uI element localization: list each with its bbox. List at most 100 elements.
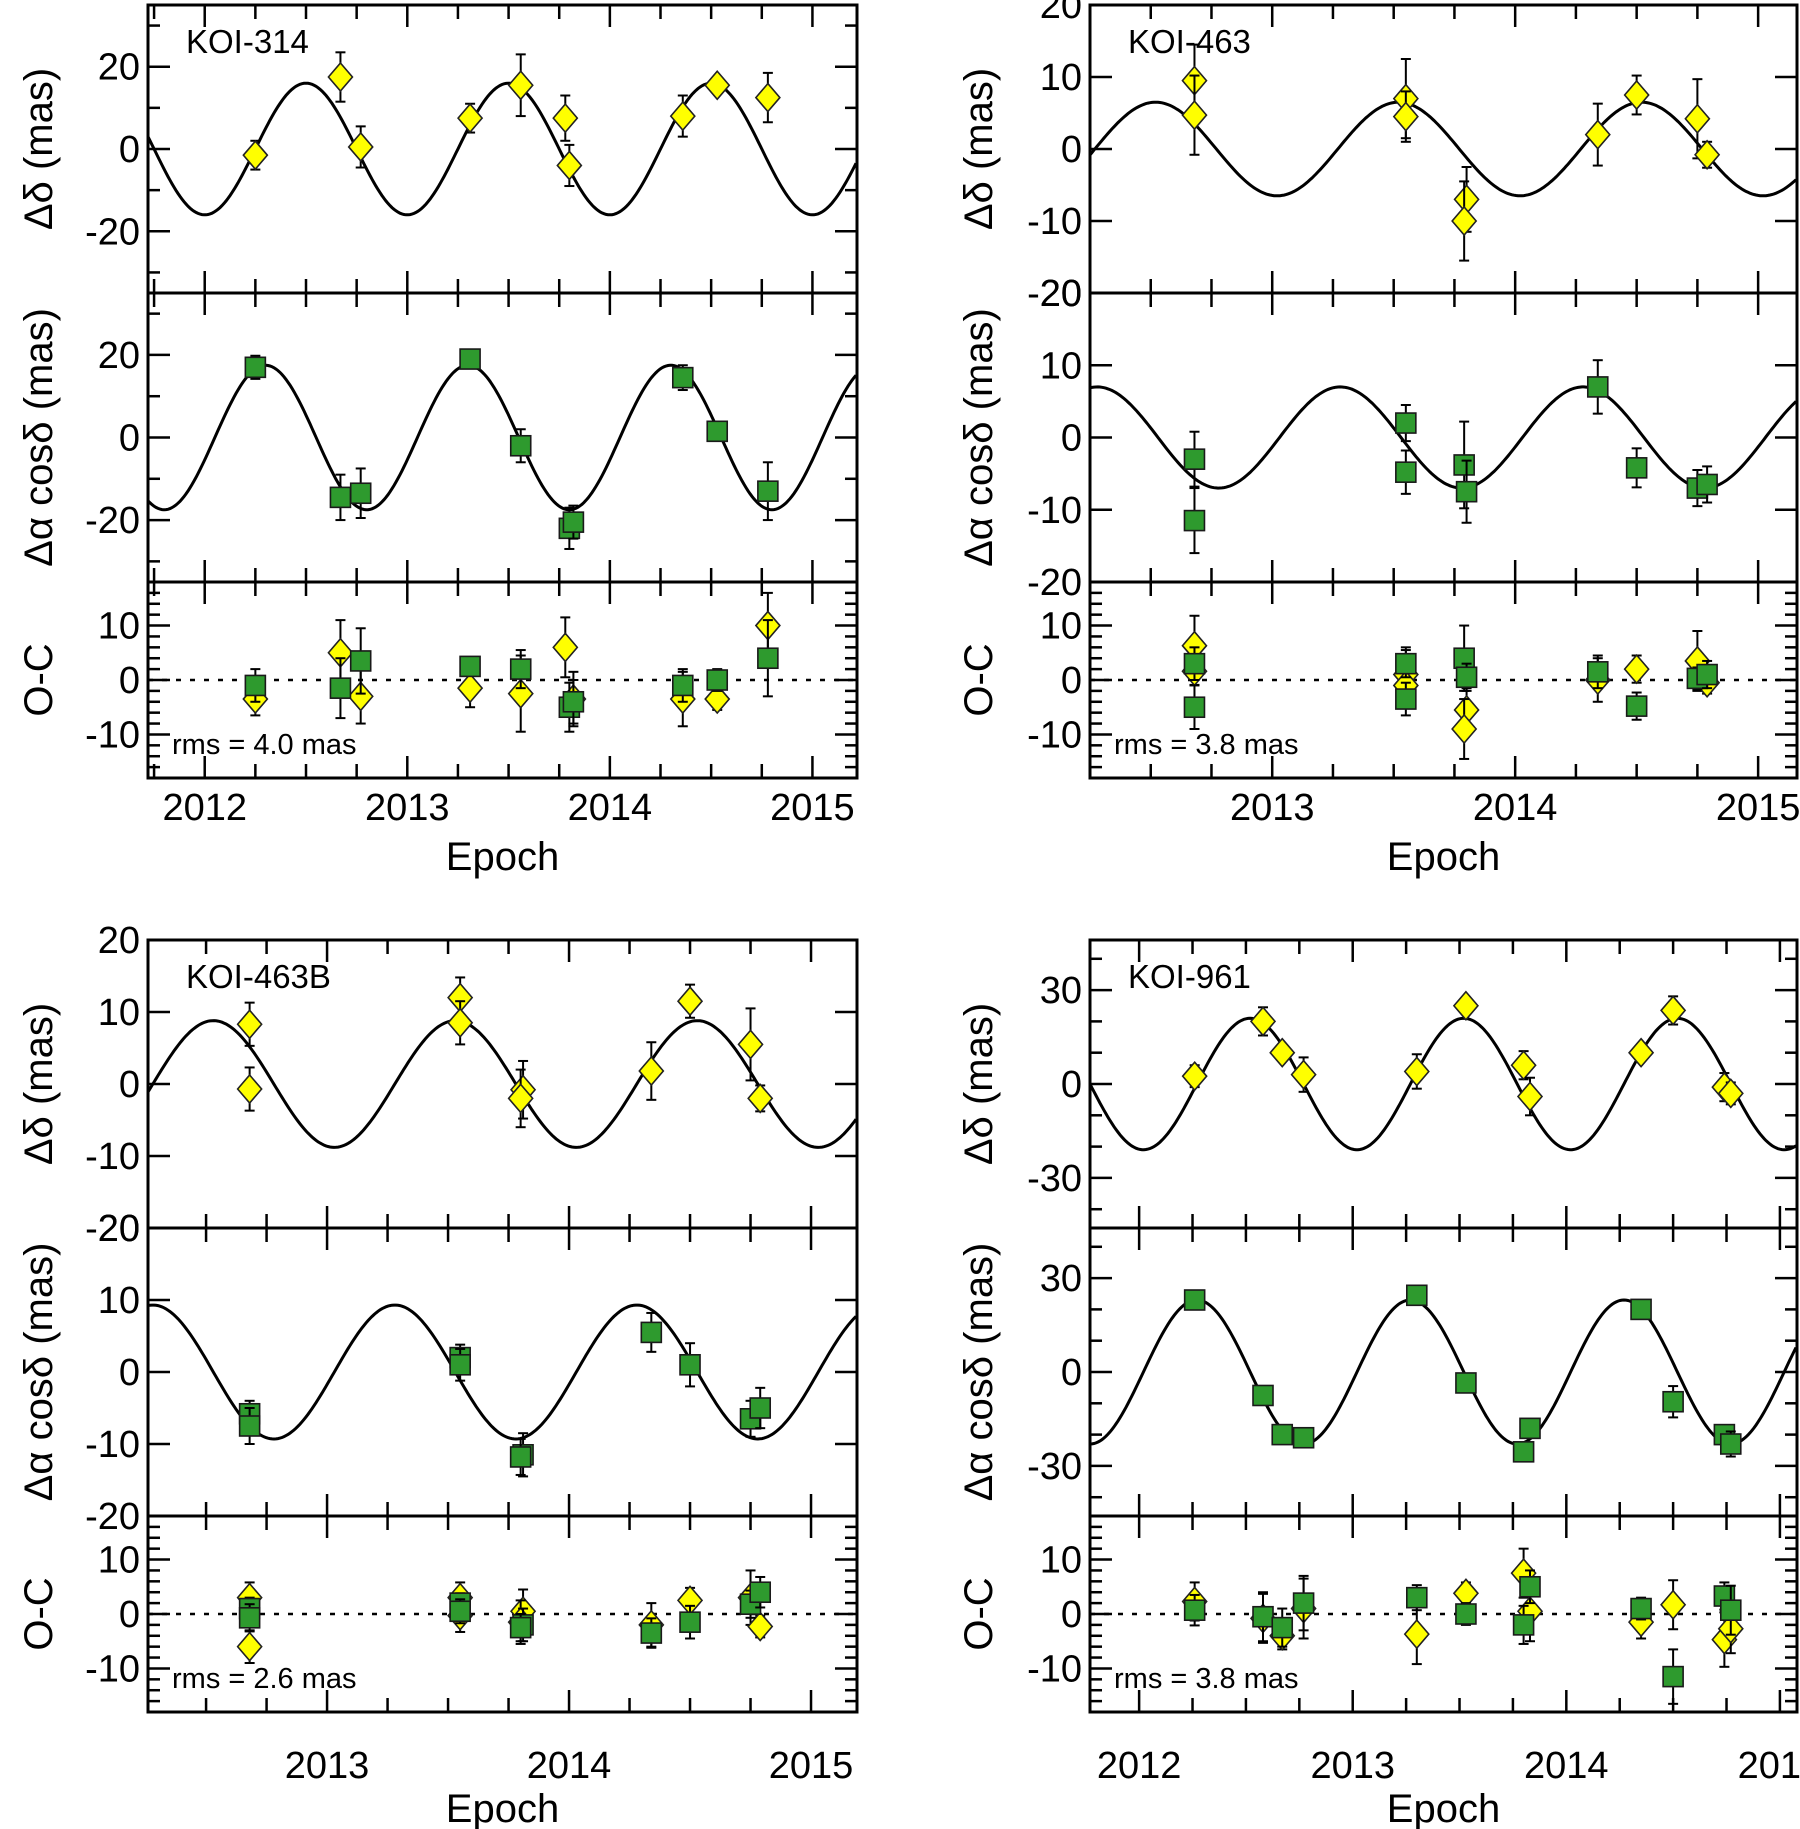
- y-tick-label: 10: [1040, 1540, 1082, 1582]
- y-tick-label: 10: [98, 606, 140, 648]
- rms-label: rms = 3.8 mas: [1114, 1663, 1299, 1695]
- y-tick-label: -30: [1027, 1158, 1082, 1200]
- x-tick-label: 2012: [162, 787, 247, 829]
- y-axis-label: Δδ (mas): [957, 68, 1001, 230]
- y-tick-label: -10: [1027, 1648, 1082, 1690]
- data-point-square: [706, 420, 729, 443]
- y-tick-label: 20: [98, 335, 140, 377]
- data-point-square: [509, 434, 532, 457]
- orbit-model-curve: [1090, 385, 1797, 490]
- data-point-diamond: [347, 681, 374, 712]
- y-tick-label: -10: [85, 1648, 140, 1690]
- plot-area: [1090, 990, 1797, 1152]
- series-square: [1183, 359, 1718, 555]
- data-point-square: [509, 1616, 532, 1639]
- data-point-square: [757, 647, 779, 670]
- data-point-square: [679, 1611, 701, 1633]
- plot-area: [1090, 1547, 1797, 1705]
- y-tick-label: -20: [85, 500, 140, 542]
- y-axis-label: Δα cosδ (mas): [957, 308, 1001, 567]
- y-ticks: [148, 1226, 857, 1518]
- x-tick-label: 2015: [1738, 1745, 1800, 1787]
- data-point-diamond: [457, 672, 484, 704]
- series-square: [238, 1311, 772, 1478]
- data-point-square: [671, 674, 694, 697]
- data-point-square: [1455, 1372, 1477, 1394]
- data-point-diamond: [747, 1083, 774, 1114]
- data-point-square: [671, 366, 694, 389]
- data-point-square: [1519, 1575, 1541, 1598]
- x-tick-label: 2013: [285, 1745, 370, 1787]
- data-point-square: [1252, 1384, 1274, 1407]
- data-point-square: [640, 1321, 663, 1344]
- data-point-square: [1455, 666, 1478, 689]
- data-point-square: [1455, 480, 1478, 503]
- data-point-diamond: [676, 985, 704, 1017]
- data-point-diamond: [1660, 1589, 1687, 1620]
- y-tick-label: -10: [1027, 490, 1082, 532]
- x-tick-label: 2013: [365, 787, 450, 829]
- x-tick-label: 2015: [1716, 787, 1800, 829]
- chart-koi-961: -30 0 30 Δδ (mas) KOI-961 -30 0 30 Δα cosδ (mas)…: [957, 938, 1800, 1829]
- data-point-diamond: [1584, 119, 1611, 150]
- x-ticks: [204, 1228, 813, 1516]
- y-tick-label: -10: [1027, 201, 1082, 243]
- data-point-square: [329, 486, 352, 509]
- data-point-square: [1271, 1423, 1294, 1446]
- data-point-diamond: [704, 683, 731, 715]
- y-ticks: [148, 1514, 857, 1714]
- data-point-diamond: [1181, 1060, 1208, 1092]
- y-axis-label: Δδ (mas): [17, 1003, 61, 1165]
- panel-oc: -10 0 10 O-C rms = 2.6 mas: [17, 1514, 859, 1714]
- data-point-square: [1662, 1390, 1684, 1413]
- data-point-diamond: [507, 678, 534, 709]
- data-point-diamond: [1392, 101, 1419, 132]
- y-axis-label: Δα cosδ (mas): [17, 1243, 61, 1502]
- y-tick-label: -10: [85, 1424, 140, 1466]
- data-point-square: [1696, 473, 1718, 496]
- data-point-square: [1292, 1592, 1315, 1614]
- panel-frame: [1088, 580, 1799, 780]
- data-point-square: [1183, 652, 1206, 675]
- data-point-diamond: [236, 1073, 263, 1105]
- data-point-diamond: [1452, 990, 1479, 1021]
- data-point-square: [329, 677, 352, 699]
- panel-oc: -10 0 10 O-C rms = 3.8 mas: [957, 1514, 1799, 1714]
- data-point-square: [1519, 1417, 1541, 1440]
- y-tick-label: 10: [1040, 57, 1082, 99]
- y-axis-label: O-C: [17, 1577, 61, 1650]
- data-point-diamond: [1249, 1006, 1277, 1037]
- y-tick-label: -30: [1027, 1446, 1082, 1488]
- y-axis-label: Δδ (mas): [17, 68, 61, 230]
- chart-title: KOI-961: [1128, 958, 1251, 995]
- y-tick-label: 0: [119, 660, 140, 702]
- data-point-diamond: [747, 1611, 774, 1642]
- y-tick-label: 10: [98, 1540, 140, 1582]
- y-tick-label: 0: [1061, 1594, 1082, 1636]
- data-point-diamond: [552, 102, 579, 134]
- data-point-square: [1586, 376, 1609, 398]
- data-point-diamond: [1623, 653, 1650, 685]
- y-tick-label: -10: [1027, 714, 1082, 756]
- y-tick-label: 0: [1061, 129, 1082, 171]
- orbit-model-curve: [148, 1303, 857, 1441]
- data-point-diamond: [1269, 1037, 1296, 1068]
- y-tick-label: -20: [85, 1496, 140, 1538]
- plot-area: [148, 348, 857, 550]
- panel-oc: -10 0 10 O-C rms = 4.0 mas: [17, 580, 859, 780]
- data-point-square: [1630, 1298, 1652, 1321]
- data-point-square: [1252, 1605, 1274, 1628]
- data-point-square: [449, 1354, 471, 1376]
- y-ticks: [148, 312, 857, 563]
- x-tick-label: 2013: [1230, 787, 1315, 829]
- x-tick-label: 2014: [1473, 787, 1558, 829]
- x-tick-label: 2013: [1310, 1745, 1395, 1787]
- data-point-square: [238, 1607, 261, 1629]
- data-point-diamond: [1623, 79, 1650, 111]
- data-point-square: [459, 348, 481, 370]
- data-point-square: [349, 482, 372, 505]
- x-ticks: [152, 293, 814, 582]
- series-square: [244, 619, 779, 733]
- x-axis-label: Epoch: [1387, 1787, 1500, 1829]
